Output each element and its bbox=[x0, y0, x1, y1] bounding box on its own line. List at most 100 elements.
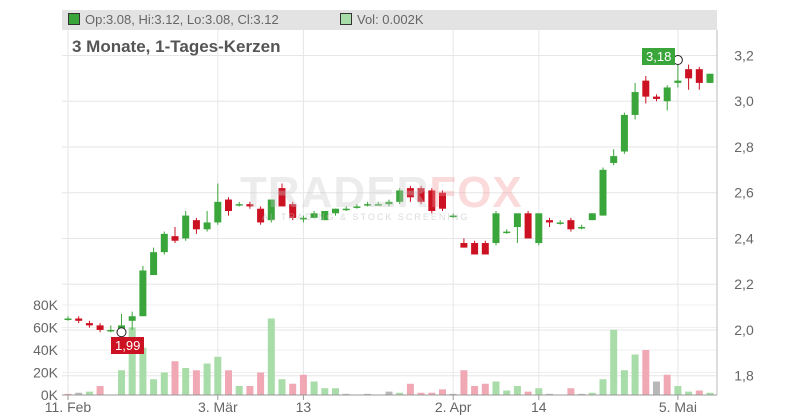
volume-layer bbox=[64, 318, 714, 395]
candle-body bbox=[695, 69, 703, 83]
legend-volume: Vol: 0.002K bbox=[340, 12, 424, 27]
marker-layer bbox=[116, 55, 683, 338]
legend-ohlc: Op:3.08, Hi:3.12, Lo:3.08, Cl:3.12 bbox=[68, 12, 279, 27]
price-tick-label: 2,6 bbox=[734, 185, 754, 201]
candle-body bbox=[406, 188, 414, 198]
candle-body bbox=[299, 217, 307, 220]
volume-bar bbox=[695, 390, 703, 395]
candle-body bbox=[139, 270, 147, 317]
volume-bar bbox=[503, 390, 511, 395]
volume-bar bbox=[417, 392, 425, 395]
candle-body bbox=[353, 206, 361, 208]
volume-bar bbox=[396, 392, 404, 395]
volume-bar bbox=[118, 370, 125, 395]
candle-body bbox=[524, 213, 532, 239]
volume-bar bbox=[64, 393, 72, 395]
volume-bar bbox=[310, 381, 318, 395]
candle-body bbox=[599, 169, 607, 216]
candle-body bbox=[513, 213, 521, 228]
high-callout: 3,18 bbox=[642, 48, 676, 65]
price-tick-label: 1,8 bbox=[734, 368, 754, 384]
time-tick-label: 14 bbox=[531, 399, 547, 415]
volume-tick-label: 60K bbox=[33, 320, 59, 336]
legend-volume-text: Vol: 0.002K bbox=[357, 12, 424, 27]
watermark-accent: FOX bbox=[429, 168, 523, 217]
candle-body bbox=[663, 87, 671, 102]
candle-body bbox=[439, 192, 446, 209]
candle-body bbox=[685, 69, 693, 79]
candle-body bbox=[620, 114, 628, 152]
volume-bar bbox=[385, 391, 393, 395]
chart-subtitle: 3 Monate, 1-Tages-Kerzen bbox=[72, 37, 281, 56]
volume-bar bbox=[214, 356, 222, 395]
volume-bar bbox=[267, 318, 275, 395]
volume-bar bbox=[663, 374, 671, 395]
volume-bar bbox=[578, 393, 586, 395]
volume-bar bbox=[620, 370, 628, 395]
candle-body bbox=[631, 92, 639, 115]
legend-ohlc-text: Op:3.08, Hi:3.12, Lo:3.08, Cl:3.12 bbox=[85, 12, 279, 27]
candle-body bbox=[342, 208, 350, 211]
candle-body bbox=[642, 80, 650, 97]
volume-bar bbox=[299, 374, 307, 395]
candle-body bbox=[171, 236, 179, 241]
candle-body bbox=[310, 213, 318, 218]
candle-body bbox=[588, 213, 596, 221]
volume-bar bbox=[492, 381, 500, 395]
candle-body bbox=[150, 252, 158, 276]
price-tick-label: 2,8 bbox=[734, 139, 754, 155]
candle-body bbox=[214, 201, 222, 223]
volume-bar bbox=[235, 386, 243, 395]
volume-bar bbox=[246, 386, 254, 395]
candle-body bbox=[374, 204, 382, 206]
candle-body bbox=[267, 199, 275, 221]
time-tick-label: 5. Mai bbox=[659, 399, 697, 415]
volume-bar bbox=[139, 347, 147, 395]
candle-body bbox=[610, 156, 618, 163]
candle-body bbox=[257, 208, 265, 223]
candle-body bbox=[235, 204, 243, 206]
volume-bar bbox=[653, 381, 660, 395]
candle-body bbox=[449, 215, 457, 218]
price-tick-label: 3,2 bbox=[734, 47, 754, 63]
volume-bar bbox=[481, 383, 489, 395]
volume-bar bbox=[449, 393, 457, 395]
watermark-main: TRADER bbox=[240, 168, 430, 217]
candle-body bbox=[460, 243, 468, 248]
candle-body bbox=[321, 211, 329, 221]
volume-bar bbox=[75, 392, 83, 395]
volume-bar bbox=[182, 368, 190, 395]
legend-bar: Op:3.08, Hi:3.12, Lo:3.08, Cl:3.12 Vol: … bbox=[62, 10, 717, 30]
volume-bar bbox=[342, 393, 350, 395]
candle-body bbox=[546, 220, 553, 223]
volume-bar bbox=[321, 388, 329, 395]
volume-bar bbox=[439, 389, 446, 395]
volume-bar bbox=[535, 388, 543, 395]
candle-body bbox=[225, 199, 232, 211]
candle-body bbox=[85, 323, 93, 326]
legend-ohlc-swatch bbox=[68, 13, 80, 25]
candle-body bbox=[492, 213, 500, 244]
volume-bar bbox=[460, 370, 468, 395]
volume-tick-label: 40K bbox=[33, 342, 59, 358]
candle-body bbox=[75, 318, 83, 321]
low-marker bbox=[116, 327, 127, 338]
volume-bar bbox=[192, 370, 200, 395]
axis-layer: 1,8 2,0 2,2 2,4 2,6 2,8 3,0 3,2 0K 20K 40K 60K 80K 11… bbox=[33, 30, 754, 415]
volume-bar bbox=[599, 379, 607, 395]
volume-tick-label: 20K bbox=[33, 365, 59, 381]
volume-bar bbox=[364, 393, 372, 395]
candle-body bbox=[96, 325, 104, 330]
volume-bar bbox=[524, 391, 532, 395]
candle-body bbox=[289, 204, 297, 218]
volume-bar bbox=[567, 388, 575, 395]
volume-bar bbox=[546, 393, 553, 395]
candle-body bbox=[385, 201, 393, 205]
volume-bar bbox=[96, 386, 104, 395]
volume-bar bbox=[513, 386, 521, 395]
volume-bar bbox=[171, 361, 179, 395]
volume-bar bbox=[685, 391, 693, 395]
candle-body bbox=[706, 73, 714, 83]
candle-body bbox=[428, 190, 436, 211]
low-callout: 1,99 bbox=[111, 337, 145, 354]
